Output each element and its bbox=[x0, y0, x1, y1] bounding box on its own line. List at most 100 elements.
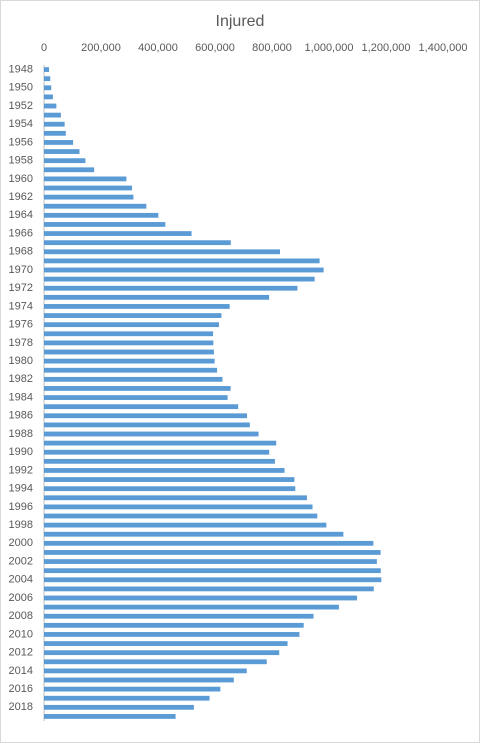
y-tick-label: 1964 bbox=[9, 209, 33, 221]
bar bbox=[44, 568, 381, 574]
y-tick-label: 2000 bbox=[9, 537, 33, 549]
x-tick-label: 400,000 bbox=[138, 42, 178, 54]
bar bbox=[44, 231, 192, 236]
bar bbox=[44, 559, 377, 564]
bar bbox=[44, 276, 315, 282]
y-tick-label: 1996 bbox=[9, 501, 33, 513]
bar bbox=[44, 67, 50, 72]
y-tick-label: 1984 bbox=[9, 391, 33, 403]
bar bbox=[44, 121, 65, 127]
bar bbox=[44, 212, 159, 218]
bar bbox=[44, 267, 324, 273]
y-tick-label: 2008 bbox=[9, 610, 33, 622]
bar bbox=[44, 185, 132, 191]
y-tick-label: 1978 bbox=[9, 337, 33, 349]
bar bbox=[44, 103, 57, 109]
bar bbox=[44, 604, 339, 610]
y-tick-label: 1974 bbox=[9, 300, 33, 312]
x-tick-label: 1,200,000 bbox=[362, 42, 411, 54]
bar bbox=[44, 495, 307, 501]
y-tick-label: 2018 bbox=[9, 701, 33, 713]
bar bbox=[44, 714, 176, 719]
bar bbox=[44, 641, 288, 646]
bar bbox=[44, 313, 222, 318]
y-tick-label: 1970 bbox=[9, 264, 33, 276]
bar bbox=[44, 149, 80, 154]
y-tick-label: 1950 bbox=[9, 82, 33, 94]
bar bbox=[44, 76, 51, 82]
y-tick-label: 1982 bbox=[9, 373, 33, 385]
bar bbox=[44, 522, 327, 528]
bar bbox=[44, 668, 247, 674]
bar bbox=[44, 468, 285, 473]
bar bbox=[44, 94, 53, 100]
y-tick-label: 1992 bbox=[9, 464, 33, 476]
bar bbox=[44, 85, 52, 91]
bar bbox=[44, 595, 358, 601]
bar bbox=[44, 540, 374, 546]
y-tick-label: 1980 bbox=[9, 355, 33, 367]
bar bbox=[44, 695, 210, 701]
bar bbox=[44, 285, 298, 291]
y-tick-label: 2010 bbox=[9, 628, 33, 640]
bar bbox=[44, 404, 239, 410]
bar bbox=[44, 513, 318, 519]
bar bbox=[44, 531, 344, 537]
y-tick-label: 2004 bbox=[9, 574, 33, 586]
y-tick-label: 1962 bbox=[9, 191, 33, 203]
bar bbox=[44, 431, 259, 437]
y-tick-label: 2006 bbox=[9, 592, 33, 604]
bar bbox=[44, 550, 381, 555]
bar bbox=[44, 294, 270, 300]
bar bbox=[44, 349, 214, 355]
bar bbox=[44, 367, 218, 373]
bar bbox=[44, 194, 134, 200]
bar bbox=[44, 613, 314, 619]
bar bbox=[44, 222, 166, 227]
x-tick-label: 600,000 bbox=[195, 42, 235, 54]
bar bbox=[44, 304, 230, 309]
x-tick-label: 800,000 bbox=[252, 42, 292, 54]
y-tick-label: 1966 bbox=[9, 227, 33, 239]
bar bbox=[44, 376, 223, 382]
bar bbox=[44, 477, 295, 482]
bar bbox=[44, 140, 74, 145]
bar bbox=[44, 650, 280, 656]
bar bbox=[44, 577, 382, 583]
y-tick-label: 1976 bbox=[9, 319, 33, 331]
bar bbox=[44, 258, 320, 264]
bar bbox=[44, 677, 234, 683]
bar bbox=[44, 622, 304, 628]
y-tick-label: 1994 bbox=[9, 483, 33, 495]
x-tick-label: 1,400,000 bbox=[419, 42, 468, 54]
bar bbox=[44, 386, 231, 391]
bar bbox=[44, 340, 214, 346]
y-tick-label: 1972 bbox=[9, 282, 33, 294]
y-tick-label: 1952 bbox=[9, 100, 33, 112]
chart-title: Injured bbox=[216, 13, 265, 30]
bar bbox=[44, 422, 250, 428]
bar bbox=[44, 449, 270, 455]
bar bbox=[44, 240, 231, 246]
bar bbox=[44, 632, 300, 637]
bar bbox=[44, 586, 374, 592]
y-tick-label: 1968 bbox=[9, 246, 33, 258]
y-tick-label: 1954 bbox=[9, 118, 33, 130]
y-tick-label: 1948 bbox=[9, 63, 33, 75]
y-tick-label: 1956 bbox=[9, 136, 33, 148]
y-tick-label: 1986 bbox=[9, 410, 33, 422]
y-tick-label: 1988 bbox=[9, 428, 33, 440]
bar bbox=[44, 130, 66, 136]
bar bbox=[44, 176, 127, 182]
y-tick-label: 2012 bbox=[9, 647, 33, 659]
bar bbox=[44, 249, 281, 255]
y-tick-label: 1960 bbox=[9, 173, 33, 185]
bar bbox=[44, 458, 275, 464]
bar bbox=[44, 395, 228, 400]
bar bbox=[44, 659, 267, 665]
x-tick-label: 200,000 bbox=[81, 42, 121, 54]
y-tick-label: 1990 bbox=[9, 446, 33, 458]
bar bbox=[44, 413, 248, 419]
bar bbox=[44, 322, 219, 328]
